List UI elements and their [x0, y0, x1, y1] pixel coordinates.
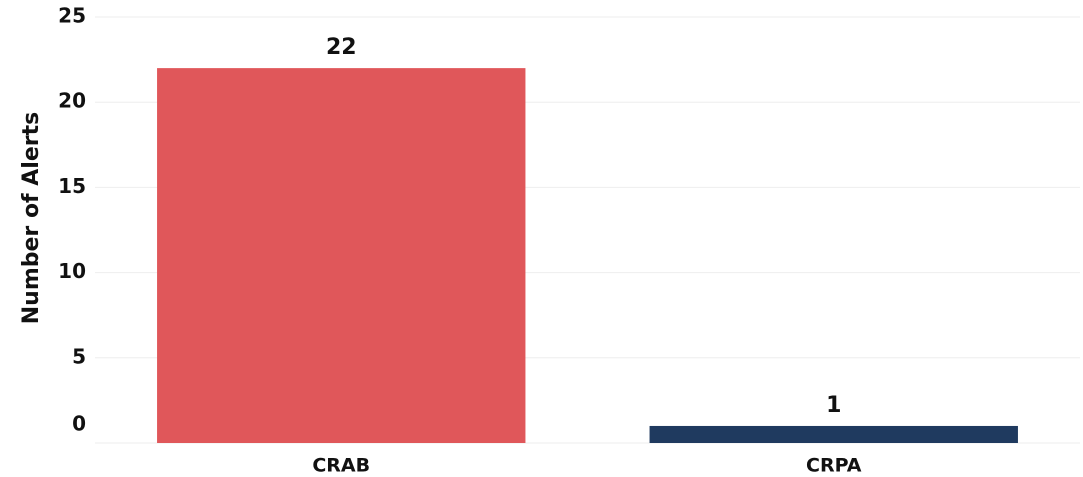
- x-tick-label: CRPA: [806, 455, 862, 477]
- y-tick-label: 5: [72, 344, 86, 368]
- bar: [649, 425, 1018, 443]
- bar: [157, 68, 526, 444]
- y-tick-label: 10: [58, 259, 86, 283]
- x-tick-label: CRAB: [312, 455, 370, 477]
- data-label: 22: [326, 35, 357, 60]
- y-axis-label: Number of Alerts: [19, 112, 44, 324]
- data-label: 1: [826, 393, 841, 418]
- y-tick-label: 15: [58, 174, 86, 198]
- y-tick-label: 25: [58, 4, 86, 28]
- y-tick-label: 20: [58, 89, 86, 113]
- y-tick-label: 0: [72, 412, 86, 436]
